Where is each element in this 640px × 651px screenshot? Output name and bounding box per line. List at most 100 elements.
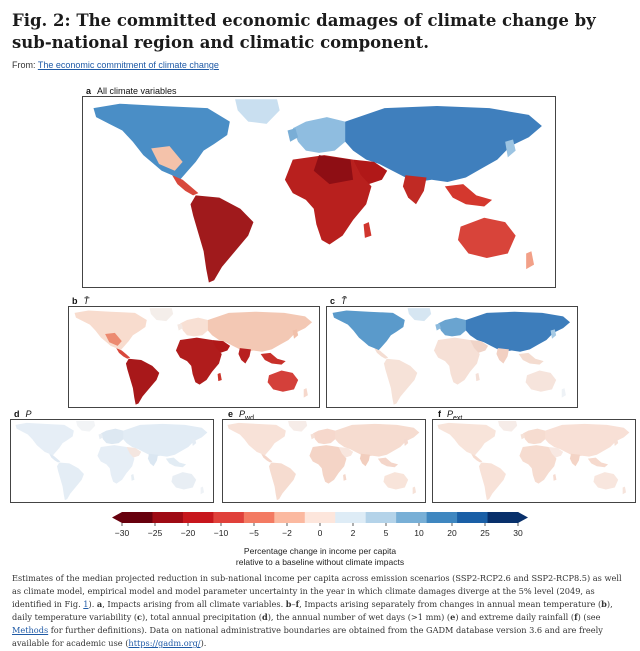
colorbar-segment: [365, 512, 397, 523]
panel-f-title: P: [447, 409, 454, 419]
colorbar-tick-label: 10: [414, 528, 424, 538]
c-north-america: [332, 310, 405, 351]
b-us-south-shade: [105, 332, 122, 346]
caption-part2: ).: [88, 599, 97, 609]
a-central-america: [172, 175, 199, 196]
c-central-america: [374, 348, 389, 359]
caption-part8: ) and extreme daily rainfall (: [455, 612, 575, 622]
panel-b-title: T̄: [83, 296, 90, 306]
panel-c-label: c T̃: [330, 296, 347, 306]
colorbar-segment: [213, 512, 245, 523]
colorbar-tick-label: −20: [181, 528, 196, 538]
d-madagascar: [131, 474, 135, 481]
caption-b2: b: [601, 599, 607, 609]
d-southeast-asia: [165, 457, 187, 468]
caption-part5: ), daily temperature variability (: [12, 599, 613, 622]
panel-c-map: [326, 306, 578, 408]
e-south-america: [269, 462, 296, 501]
caption-part4: , Impacts arising separately from change…: [299, 599, 602, 609]
f-europe: [522, 428, 549, 445]
d-new-zealand: [200, 486, 205, 495]
f-australia: [593, 472, 619, 490]
b-greenland: [149, 308, 174, 322]
a-sahel-shade: [313, 155, 354, 185]
e-greenland: [288, 420, 308, 432]
colorbar-segment: [304, 512, 336, 523]
panel-a-label: a All climate variables: [86, 86, 177, 96]
f-southeast-asia: [587, 457, 609, 468]
f-central-america: [471, 453, 483, 463]
panel-f-label: fPext: [438, 409, 462, 422]
figure-title: Fig. 2: The committed economic damages o…: [12, 11, 596, 52]
caption-part9: ) (see: [577, 612, 601, 622]
f-south-america: [479, 462, 506, 501]
colorbar-graphic: −30 −25 −20 −10 −5 −2 0 2 5 10 20 25 30: [112, 512, 528, 538]
panel-d-map: [10, 419, 214, 503]
colorbar-tick-label: −10: [214, 528, 229, 538]
a-us-south-shade: [151, 146, 183, 171]
colorbar-tick-label: 25: [480, 528, 490, 538]
panel-c-world-map: [332, 308, 571, 405]
caption-methods-link[interactable]: Methods: [12, 625, 49, 635]
colorbar-tick-label: −2: [282, 528, 292, 538]
panel-f-world-map: [437, 420, 630, 501]
c-madagascar: [475, 372, 480, 382]
caption-part3: , Impacts arising from all climate varia…: [102, 599, 286, 609]
colorbar-segment: [426, 512, 458, 523]
caption-b-bold: b: [285, 599, 292, 609]
panel-a-letter: a: [86, 86, 92, 96]
b-india: [238, 348, 251, 364]
e-madagascar: [343, 474, 347, 481]
colorbar-tick-label: 30: [513, 528, 523, 538]
caption-part11: ).: [200, 638, 207, 648]
e-new-zealand: [412, 486, 417, 495]
colorbar-segment: [152, 512, 184, 523]
caption-fig1-link[interactable]: 1: [83, 599, 89, 609]
colorbar-segment: [487, 512, 519, 523]
caption-a-bold: a: [96, 599, 103, 609]
panel-a-title: All climate variables: [97, 86, 177, 96]
panel-e-label: ePwd: [228, 409, 254, 422]
a-greenland: [235, 99, 280, 124]
source-prefix: From:: [12, 60, 38, 70]
panel-f-map: [432, 419, 636, 503]
d-south-america: [57, 462, 84, 501]
colorbar-tick-label: −5: [249, 528, 259, 538]
a-southeast-asia: [444, 184, 493, 207]
colorbar-caption-line1: Percentage change in income per capita: [243, 546, 397, 556]
colorbar-segment: [243, 512, 275, 523]
c-australia: [525, 370, 557, 392]
a-north-america: [93, 103, 230, 180]
f-new-zealand: [622, 486, 627, 495]
panel-f-letter: f: [438, 409, 441, 419]
a-new-zealand: [526, 251, 535, 270]
panel-a-map: [82, 96, 556, 288]
source-link[interactable]: The economic commitment of climate chang…: [37, 60, 219, 70]
colorbar-tick-label: −25: [148, 528, 163, 538]
colorbar-left-arrow: [112, 512, 122, 523]
d-india: [147, 453, 159, 467]
d-central-america: [49, 453, 61, 463]
panel-b-world-map: [74, 308, 313, 405]
b-new-zealand: [303, 388, 308, 398]
f-madagascar: [553, 474, 557, 481]
f-north-america: [437, 422, 496, 456]
a-india: [402, 175, 427, 205]
e-india: [359, 453, 371, 467]
caption-gadm-link[interactable]: https://gadm.org/: [128, 638, 201, 648]
colorbar-caption-line2: relative to a baseline without climate i…: [235, 557, 405, 567]
colorbar-tick-label: 20: [447, 528, 457, 538]
colorbar-right-arrow: [518, 512, 528, 523]
panel-b-label: b T̄: [72, 296, 89, 306]
e-north-america: [227, 422, 286, 456]
panel-e-map: [222, 419, 426, 503]
panel-a-world-map: [93, 99, 542, 283]
caption-f2: f: [574, 612, 578, 622]
c-new-zealand: [561, 388, 566, 398]
colorbar-segment: [274, 512, 306, 523]
b-madagascar: [217, 372, 222, 382]
colorbar-tick-label: 0: [318, 528, 323, 538]
panel-d-title: P: [25, 409, 32, 419]
caption-part7: ), the annual number of wet days (>1 mm)…: [267, 612, 451, 622]
